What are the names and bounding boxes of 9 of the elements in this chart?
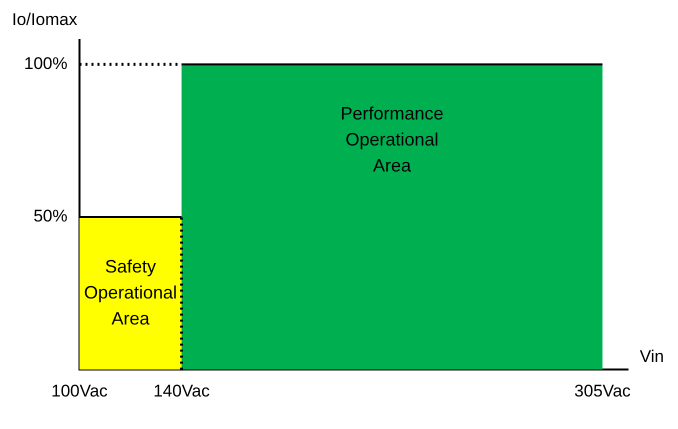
annotation: Safety Operational Area	[84, 256, 178, 328]
y-axis-title: Io/Iomax	[12, 10, 78, 30]
x-tick-label: 305Vac	[574, 381, 632, 400]
x-tick-label: 140Vac	[153, 381, 210, 400]
x-tick-label: 100Vac	[51, 381, 108, 400]
y-tick-label: 50%	[33, 206, 68, 226]
y-tick-label: 100%	[24, 54, 68, 74]
annotation: Performance Operational Area	[340, 104, 444, 176]
x-axis-title: Vin	[640, 346, 664, 366]
